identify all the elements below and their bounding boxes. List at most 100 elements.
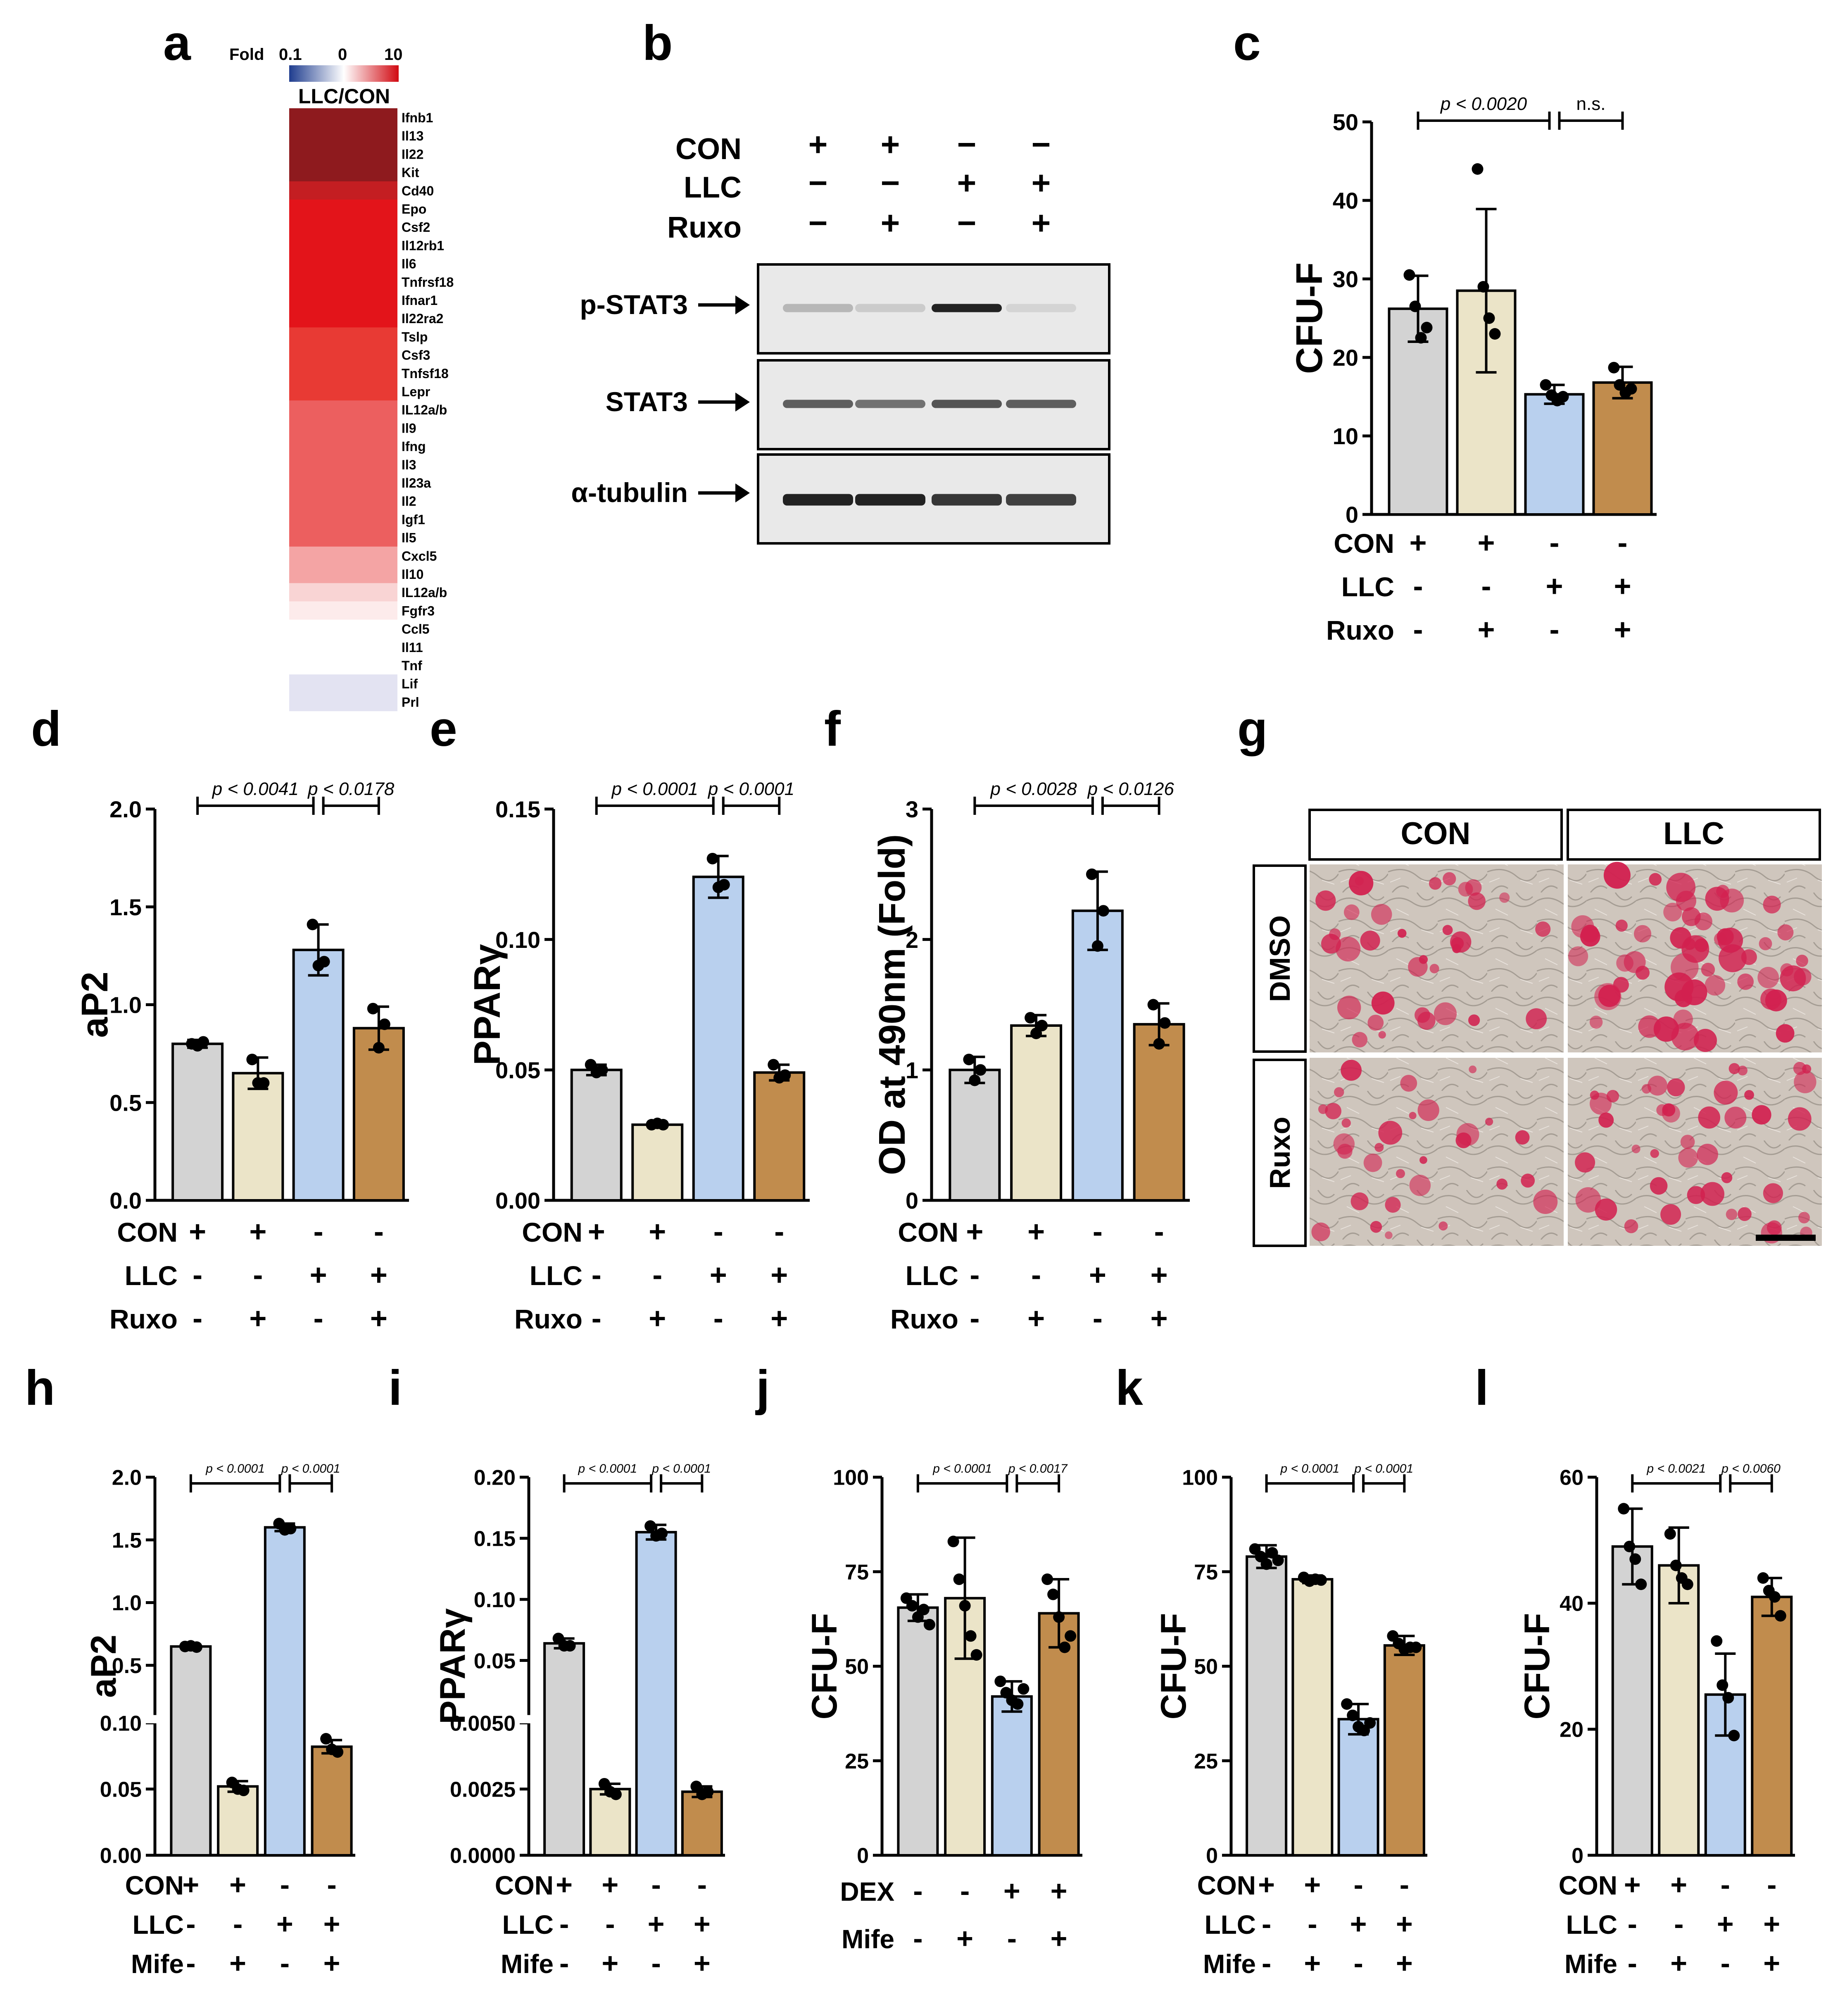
stain-droplet: [1794, 968, 1812, 985]
stain-droplet: [1798, 1212, 1810, 1223]
sig-label: p < 0.0001: [1280, 1462, 1340, 1476]
treatment-sign: -: [280, 1947, 290, 1979]
data-point: [1618, 1503, 1630, 1515]
bar: [631, 1123, 684, 1202]
stain-droplet: [1687, 1186, 1705, 1204]
treatment-sign: -: [651, 1947, 661, 1979]
stain-droplet: [1526, 1008, 1547, 1029]
treatment-label: LLC: [530, 1260, 583, 1291]
treatment-sign: -: [592, 1259, 602, 1292]
data-point: [1018, 1683, 1029, 1695]
stain-droplet: [1767, 1220, 1782, 1235]
bar: [681, 1790, 723, 1857]
data-point: [1629, 1553, 1641, 1565]
treatment-sign: +: [1051, 1922, 1068, 1954]
data-point: [657, 1119, 669, 1131]
stain-droplet: [1367, 1014, 1384, 1031]
chart-d: aP2 0.0 0.5 1.0 1.5 2.0 p < 0.0041 p < 0.0178 CO…: [74, 779, 409, 1335]
treatment-sign: -: [1031, 1259, 1041, 1292]
stain-droplet: [1496, 1178, 1508, 1190]
treatment-sign: +: [1027, 1215, 1045, 1248]
treatment-label: DEX: [840, 1877, 894, 1907]
treatment-sign: -: [713, 1302, 723, 1335]
heatmap-gene-label: Cxcl5: [402, 549, 437, 564]
treatment-label: LLC: [1566, 1910, 1617, 1940]
treatment-sign: -: [605, 1908, 615, 1940]
data-point: [1159, 1017, 1171, 1029]
data-point: [1260, 1558, 1272, 1570]
stain-droplet: [1419, 1156, 1427, 1164]
heatmap-cell: [289, 565, 397, 583]
data-point: [1540, 379, 1552, 391]
heatmap-gene-label: Il13: [402, 129, 423, 143]
heatmap-gene-label: Prl: [402, 695, 419, 709]
stain-droplet: [1434, 1002, 1457, 1025]
treatment-sign: +: [694, 1947, 711, 1979]
stain-droplet: [1664, 972, 1694, 1002]
y-tick-label: 0: [1572, 1844, 1583, 1868]
bar: [1038, 1612, 1080, 1857]
treatment-sign: +: [1151, 1259, 1168, 1292]
sig-label: p < 0.0001: [578, 1462, 637, 1476]
treatment-label: LLC: [1205, 1910, 1256, 1940]
sig-label: p < 0.0017: [1008, 1462, 1068, 1476]
data-point: [1608, 362, 1620, 374]
treatment-sign: +: [649, 1302, 666, 1335]
data-point: [1147, 999, 1159, 1011]
treatment-sign: -: [1262, 1908, 1271, 1940]
treatment-sign: +: [1763, 1908, 1780, 1940]
data-point: [1097, 905, 1109, 917]
western-sign: −: [881, 164, 900, 201]
scale-bar: [1756, 1235, 1816, 1241]
heatmap-legend-high: 10: [384, 45, 403, 64]
data-point: [1041, 1573, 1053, 1585]
western-band: [932, 494, 1002, 506]
stain-droplet: [1641, 1084, 1652, 1094]
heatmap-cell: [289, 474, 397, 492]
data-point: [1670, 1559, 1682, 1571]
heatmap-gene-label: Tnfrsf18: [402, 275, 454, 290]
y-tick-label: 0.0000: [450, 1844, 516, 1868]
heatmap-subtitle: LLC/CON: [298, 85, 390, 108]
heatmap-cell: [289, 145, 397, 164]
sig-label: p < 0.0001: [281, 1462, 340, 1476]
y-tick-label: 1.0: [112, 1591, 142, 1615]
heatmap-cell: [289, 200, 397, 218]
bar: [543, 1642, 585, 1857]
stain-row-ruxo-label: Ruxo: [1264, 1117, 1296, 1189]
treatment-sign: +: [1258, 1868, 1275, 1901]
heatmap-cell: [289, 108, 397, 127]
heatmap-color-scale: [289, 65, 399, 82]
stain-droplet: [1728, 1063, 1740, 1074]
heatmap-gene-label: Csf3: [402, 348, 430, 363]
bar: [1246, 1555, 1288, 1857]
data-point: [1489, 328, 1501, 340]
y-tick-label: 0.10: [100, 1711, 142, 1735]
treatment-label: CON: [1334, 528, 1394, 559]
stain-droplet: [1650, 1177, 1668, 1195]
heatmap-gene-label: Il23a: [402, 476, 431, 490]
y-axis-label: aP2: [74, 971, 116, 1038]
treatment-sign: +: [1670, 1947, 1687, 1979]
data-point: [1364, 1717, 1376, 1729]
heatmap-gene-label: Fgfr3: [402, 603, 435, 618]
stain-droplet: [1378, 1031, 1386, 1039]
stain-droplet: [1521, 1173, 1535, 1188]
western-row-label: CON: [675, 133, 742, 166]
stain-row-dmso: [1253, 864, 1307, 1053]
treatment-sign: -: [1550, 613, 1560, 646]
treatment-sign: -: [960, 1875, 970, 1907]
treatment-label: Ruxo: [890, 1304, 958, 1334]
data-point: [1477, 281, 1489, 293]
data-point: [1681, 1578, 1693, 1590]
heatmap-gene-label: Tnf: [402, 658, 422, 673]
heatmap-cell: [289, 583, 397, 602]
y-tick-label: 0: [906, 1188, 918, 1214]
data-point: [1341, 1698, 1353, 1710]
heatmap-gene-label: Lepr: [402, 384, 430, 399]
treatment-sign: -: [1767, 1868, 1776, 1901]
western-band: [855, 494, 925, 506]
treatment-sign: +: [649, 1215, 666, 1248]
heatmap-cell: [289, 546, 397, 565]
